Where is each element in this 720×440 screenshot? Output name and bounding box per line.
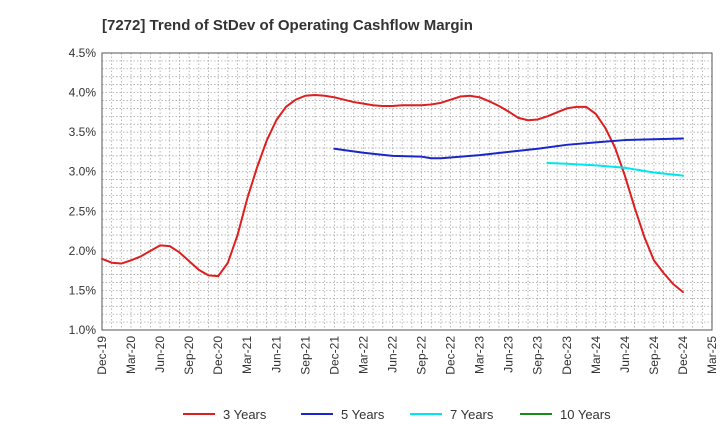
x-tick-label: Mar-23	[473, 336, 487, 374]
y-tick-label: 1.5%	[69, 283, 97, 297]
x-tick-label: Sep-22	[415, 336, 429, 375]
x-tick-label: Dec-24	[676, 336, 690, 375]
x-tick-label: Jun-21	[269, 336, 283, 373]
plot-frame	[101, 52, 713, 331]
x-tick-label: Dec-20	[211, 336, 225, 375]
series-line-3-years	[101, 93, 684, 294]
x-tick-label: Jun-22	[385, 336, 399, 373]
y-tick-label: 2.0%	[69, 244, 97, 258]
legend-label-3-years: 3 Years	[223, 407, 267, 422]
legend-label-5-years: 5 Years	[341, 407, 385, 422]
x-tick-label: Dec-21	[327, 336, 341, 375]
legend-label-10-years: 10 Years	[560, 407, 611, 422]
grid	[101, 53, 713, 330]
legend: 3 Years 5 Years 7 Years 10 Years	[183, 407, 611, 422]
x-tick-label: Sep-20	[182, 336, 196, 375]
y-tick-label: 4.0%	[69, 86, 97, 100]
x-tick-label: Jun-20	[153, 336, 167, 373]
series-line-5-years	[333, 137, 684, 160]
axes	[101, 52, 713, 331]
x-tick-label: Mar-21	[240, 336, 254, 374]
x-tick-label: Sep-23	[531, 336, 545, 375]
x-tick-label: Dec-22	[444, 336, 458, 375]
x-tick-label: Sep-24	[647, 336, 661, 375]
y-tick-label: 3.0%	[69, 165, 97, 179]
legend-label-7-years: 7 Years	[450, 407, 494, 422]
y-tick-label: 4.5%	[69, 46, 97, 60]
x-tick-label: Jun-23	[502, 336, 516, 373]
x-tick-label: Jun-24	[618, 336, 632, 373]
y-tick-label: 2.5%	[69, 204, 97, 218]
series-line-7-years	[546, 162, 684, 177]
x-tick-labels: Dec-19 Mar-20 Jun-20 Sep-20 Dec-20 Mar-21 Jun-…	[95, 336, 719, 375]
x-tick-label: Mar-24	[589, 336, 603, 374]
y-tick-label: 1.0%	[69, 323, 97, 337]
chart-title: [7272] Trend of StDev of Operating Cashf…	[102, 17, 473, 34]
plot-area	[102, 53, 712, 330]
series-lines	[101, 93, 684, 294]
x-tick-label: Mar-22	[356, 336, 370, 374]
x-tick-label: Dec-19	[95, 336, 109, 375]
x-tick-label: Sep-21	[298, 336, 312, 375]
x-tick-label: Dec-23	[560, 336, 574, 375]
y-tick-label: 3.5%	[69, 125, 97, 139]
y-tick-labels: 1.0% 1.5% 2.0% 2.5% 3.0% 3.5% 4.0% 4.5%	[69, 46, 97, 337]
x-tick-label: Mar-20	[124, 336, 138, 374]
x-tick-label: Mar-25	[705, 336, 719, 374]
